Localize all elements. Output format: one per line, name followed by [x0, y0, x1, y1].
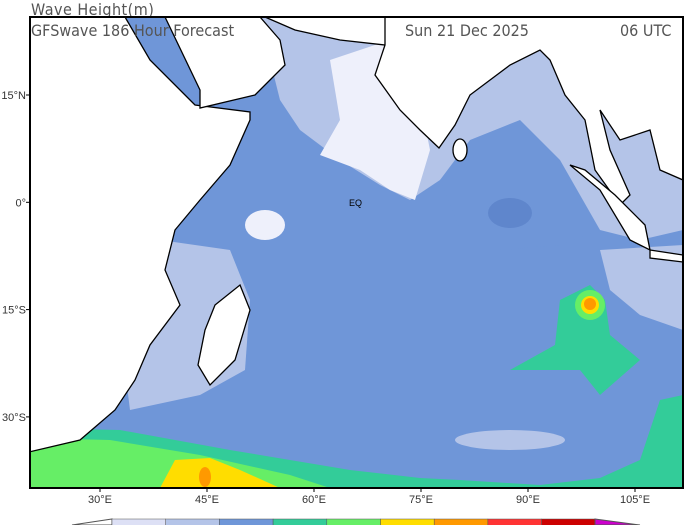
y-tick-label: 0°	[15, 197, 26, 209]
land	[30, 17, 683, 453]
x-tick-label: 30°E	[88, 494, 112, 506]
y-tick-label: 15°N	[1, 90, 26, 102]
colorbar-swatch	[380, 518, 435, 525]
forecast-date: Sun 21 Dec 2025	[405, 21, 529, 40]
colorbar-swatch	[219, 518, 274, 525]
colorbar-swatch	[272, 518, 328, 525]
x-tick-label: 75°E	[409, 494, 433, 506]
wave-zone-light-patch	[245, 210, 285, 240]
wave-zone-yellow-south	[160, 458, 280, 488]
wave-zone-light-east	[600, 245, 683, 330]
forecast-time: 06 UTC	[620, 21, 672, 40]
map-frame	[29, 16, 684, 489]
colorbar-swatch	[433, 518, 489, 525]
land-africa	[30, 17, 251, 453]
x-tick-label: 60°E	[302, 494, 326, 506]
wave-zone-light-south	[455, 430, 565, 450]
land-sumatra	[569, 164, 651, 252]
forecast-label: GFSwave 186 Hour Forecast	[31, 21, 235, 40]
wave-zone-blue-patch	[488, 198, 532, 228]
colorbar-low-arrow	[71, 518, 113, 525]
wave-zone-blue-bay	[440, 120, 600, 250]
y-tick-label: 15°S	[2, 305, 26, 317]
land-sri-lanka	[452, 138, 468, 162]
equator-label: EQ	[349, 198, 362, 208]
chart-title: Wave Height(m)	[31, 0, 155, 19]
wave-zone-teal-cyclone	[510, 285, 640, 395]
colorbar-high-arrow	[594, 518, 641, 525]
colorbar-swatch	[487, 518, 542, 525]
x-tick-label: 45°E	[195, 494, 219, 506]
colorbar-swatch	[111, 518, 166, 525]
land-java	[649, 249, 683, 263]
land-india-seasia	[374, 17, 683, 207]
land-arabia	[164, 17, 286, 109]
colorbar-swatch	[165, 518, 220, 525]
wave-zone-orange-south	[199, 467, 211, 487]
colorbar-swatch	[326, 518, 381, 525]
wave-zone-orange-cyclone	[584, 298, 596, 310]
land-madagascar	[197, 283, 251, 387]
x-tick-label: 90°E	[516, 494, 540, 506]
x-tick-label: 105°E	[620, 494, 650, 506]
y-tick-label: 30°S	[2, 412, 26, 424]
land-iran-pakistan	[264, 17, 401, 46]
colorbar-swatch	[541, 518, 596, 525]
